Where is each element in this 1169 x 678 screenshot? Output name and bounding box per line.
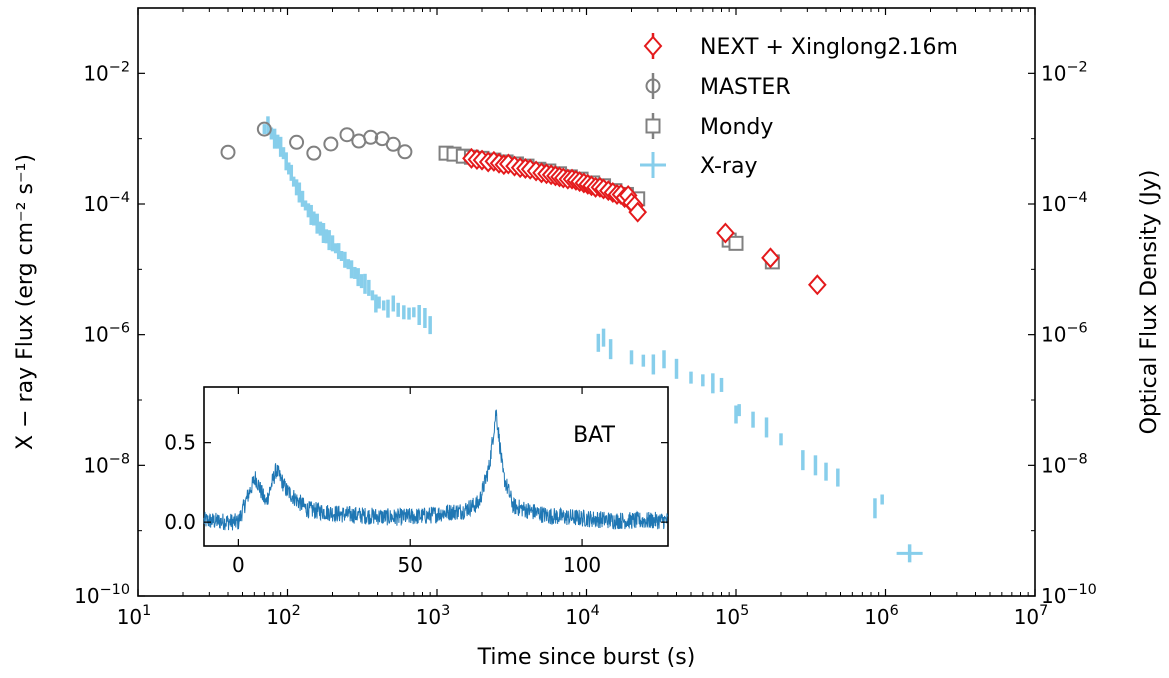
inset-x-tick-label: 0 bbox=[232, 553, 245, 577]
legend-label: MASTER bbox=[700, 75, 791, 100]
y-tick-label-left: 10−6 bbox=[83, 321, 130, 347]
legend-label: Mondy bbox=[700, 115, 773, 140]
inset-y-tick-label: 0.5 bbox=[164, 431, 196, 455]
x-tick-label: 102 bbox=[266, 603, 301, 629]
data-point-diamond bbox=[716, 222, 735, 244]
inset-x-tick-label: 100 bbox=[563, 553, 601, 577]
x-tick-label: 107 bbox=[1014, 603, 1049, 629]
series-errorbar bbox=[262, 116, 923, 563]
legend-marker-circle bbox=[645, 78, 661, 94]
y-tick-label-left: 10−4 bbox=[83, 190, 130, 216]
inset-plot: 0 50 100 0.0 0.5 BAT bbox=[164, 386, 669, 577]
data-point-diamond bbox=[808, 274, 827, 296]
y-tick-label-right: 10−2 bbox=[1041, 59, 1088, 85]
data-point-diamond bbox=[761, 247, 780, 269]
legend-label: X-ray bbox=[700, 154, 757, 179]
inset-x-tick-label: 50 bbox=[397, 553, 422, 577]
data-point-diamond bbox=[628, 201, 648, 223]
inset-y-tick-label: 0.0 bbox=[164, 510, 196, 534]
data-point-circle bbox=[339, 127, 355, 143]
series-diamond bbox=[462, 147, 827, 296]
legend-label: NEXT + Xinglong2.16m bbox=[700, 35, 958, 60]
data-point-square bbox=[728, 235, 744, 251]
y-axis-label-left: X − ray Flux (erg cm⁻² s⁻¹) bbox=[13, 154, 38, 450]
legend-marker-square bbox=[645, 118, 661, 134]
y-tick-label-left: 10−2 bbox=[83, 59, 130, 85]
y-tick-label-right: 10−10 bbox=[1041, 582, 1097, 608]
data-point-circle bbox=[397, 144, 413, 160]
x-axis-label: Time since burst (s) bbox=[477, 645, 696, 670]
data-point-circle bbox=[363, 129, 379, 145]
y-tick-label-right: 10−4 bbox=[1041, 190, 1088, 216]
legend: NEXT + Xinglong2.16m MASTER Mondy X-ray bbox=[640, 33, 958, 179]
series-circle bbox=[220, 121, 413, 161]
x-tick-label: 106 bbox=[864, 603, 899, 629]
y-tick-label-left: 10−8 bbox=[83, 451, 130, 477]
y-axis-label-right: Optical Flux Density (Jy) bbox=[1137, 170, 1162, 435]
legend-marker-diamond bbox=[643, 35, 663, 57]
x-tick-label: 105 bbox=[715, 603, 750, 629]
x-tick-label: 101 bbox=[117, 603, 152, 629]
y-tick-label-left: 10−10 bbox=[74, 582, 130, 608]
data-point-circle bbox=[306, 145, 322, 161]
x-tick-label: 103 bbox=[416, 603, 451, 629]
y-tick-label-right: 10−8 bbox=[1041, 451, 1088, 477]
data-point-circle bbox=[220, 144, 236, 160]
inset-label: BAT bbox=[573, 423, 615, 448]
data-point-circle bbox=[289, 134, 305, 150]
data-point-circle bbox=[256, 121, 272, 137]
y-tick-label-right: 10−6 bbox=[1041, 321, 1088, 347]
data-point-circle bbox=[323, 136, 339, 152]
x-tick-label: 104 bbox=[565, 603, 600, 629]
data-point-circle bbox=[385, 136, 401, 152]
inset-lightcurve bbox=[203, 409, 669, 531]
